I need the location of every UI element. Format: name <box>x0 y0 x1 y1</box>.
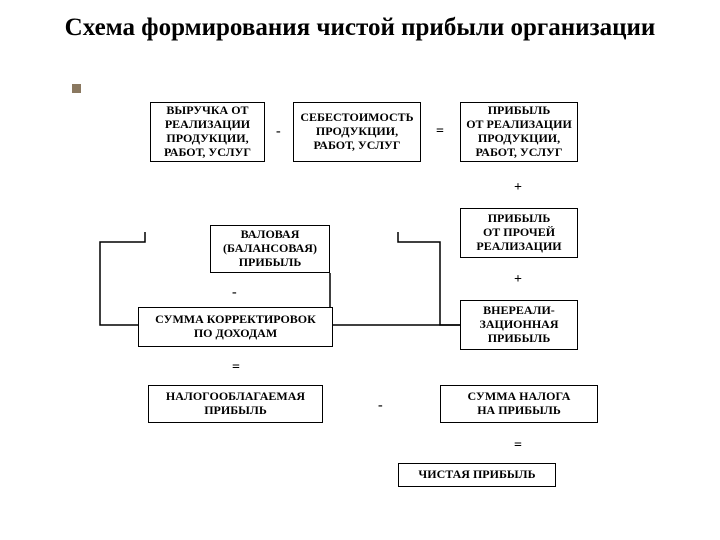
box-gross: ВАЛОВАЯ(БАЛАНСОВАЯ)ПРИБЫЛЬ <box>210 225 330 273</box>
page-title: Схема формирования чистой прибыли органи… <box>0 14 720 43</box>
title-bullet <box>72 84 81 93</box>
op-minus1: - <box>276 124 281 140</box>
box-cost: СЕБЕСТОИМОСТЬПРОДУКЦИИ,РАБОТ, УСЛУГ <box>293 102 421 162</box>
box-revenue: ВЫРУЧКА ОТРЕАЛИЗАЦИИПРОДУКЦИИ,РАБОТ, УСЛ… <box>150 102 265 162</box>
op-eq3: = <box>514 438 522 454</box>
op-minus2: - <box>232 285 237 301</box>
op-plus2: + <box>514 272 522 288</box>
box-adjust: СУММА КОРРЕКТИРОВОКПО ДОХОДАМ <box>138 307 333 347</box>
box-tax: СУММА НАЛОГАНА ПРИБЫЛЬ <box>440 385 598 423</box>
op-minus3: - <box>378 398 383 414</box>
op-plus1: + <box>514 180 522 196</box>
op-eq2: = <box>232 360 240 376</box>
connector-lines <box>0 0 720 540</box>
connector-1 <box>398 232 460 325</box>
connector-0 <box>330 273 460 325</box>
box-net: ЧИСТАЯ ПРИБЫЛЬ <box>398 463 556 487</box>
box-sales_profit: ПРИБЫЛЬОТ РЕАЛИЗАЦИИПРОДУКЦИИ,РАБОТ, УСЛ… <box>460 102 578 162</box>
box-other_profit: ПРИБЫЛЬОТ ПРОЧЕЙРЕАЛИЗАЦИИ <box>460 208 578 258</box>
box-nonop_profit: ВНЕРЕАЛИ-ЗАЦИОННАЯПРИБЫЛЬ <box>460 300 578 350</box>
op-eq1: = <box>436 124 444 140</box>
box-taxable: НАЛОГООБЛАГАЕМАЯПРИБЫЛЬ <box>148 385 323 423</box>
